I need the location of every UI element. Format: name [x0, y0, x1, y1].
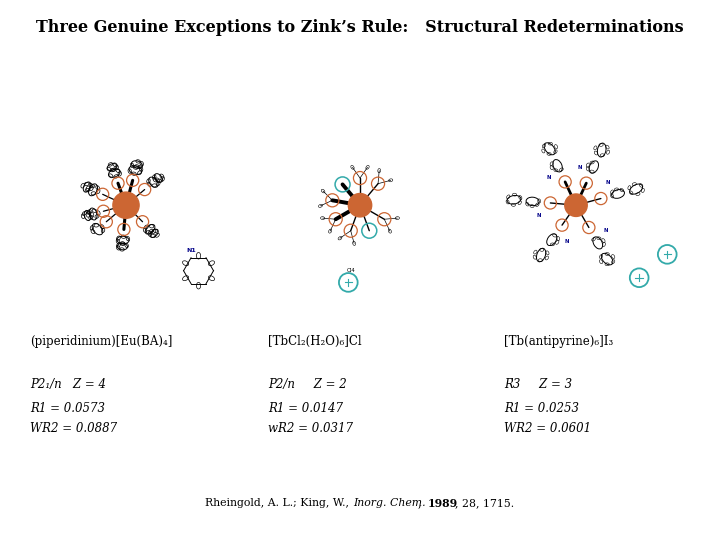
Text: N: N: [536, 213, 541, 218]
Text: 1989: 1989: [427, 498, 457, 509]
Text: N: N: [603, 228, 608, 233]
Text: [Tb(antipyrine)₆]I₃: [Tb(antipyrine)₆]I₃: [504, 335, 613, 348]
Text: R1 = 0.0253: R1 = 0.0253: [504, 402, 579, 415]
Text: N: N: [564, 239, 569, 244]
Text: , 28, 1715.: , 28, 1715.: [455, 498, 514, 508]
Text: R1 = 0.0147: R1 = 0.0147: [268, 402, 343, 415]
Text: Rheingold, A. L.; King, W.,: Rheingold, A. L.; King, W.,: [205, 498, 353, 508]
Text: Inorg. Chem.: Inorg. Chem.: [354, 498, 426, 508]
Text: N1: N1: [186, 248, 197, 253]
Circle shape: [113, 192, 139, 218]
Text: WR2 = 0.0887: WR2 = 0.0887: [30, 422, 117, 435]
Circle shape: [564, 194, 588, 217]
Text: P2/n     Z = 2: P2/n Z = 2: [268, 378, 346, 391]
Circle shape: [348, 193, 372, 217]
Text: R1 = 0.0573: R1 = 0.0573: [30, 402, 105, 415]
Text: ,: ,: [418, 498, 426, 508]
Text: N: N: [546, 176, 551, 180]
Text: [TbCl₂(H₂O)₆]Cl: [TbCl₂(H₂O)₆]Cl: [268, 335, 361, 348]
Text: WR2 = 0.0601: WR2 = 0.0601: [504, 422, 591, 435]
Text: Three Genuine Exceptions to Zink’s Rule:   Structural Redeterminations: Three Genuine Exceptions to Zink’s Rule:…: [36, 19, 684, 36]
Text: N: N: [606, 180, 610, 185]
Text: P2₁/n   Z = 4: P2₁/n Z = 4: [30, 378, 107, 391]
Text: Cl4: Cl4: [346, 268, 355, 273]
Text: (piperidinium)[Eu(BA)₄]: (piperidinium)[Eu(BA)₄]: [30, 335, 173, 348]
Text: R̅3     Z = 3: R̅3 Z = 3: [504, 378, 572, 391]
Text: N: N: [577, 165, 582, 171]
Text: wR2 = 0.0317: wR2 = 0.0317: [268, 422, 353, 435]
